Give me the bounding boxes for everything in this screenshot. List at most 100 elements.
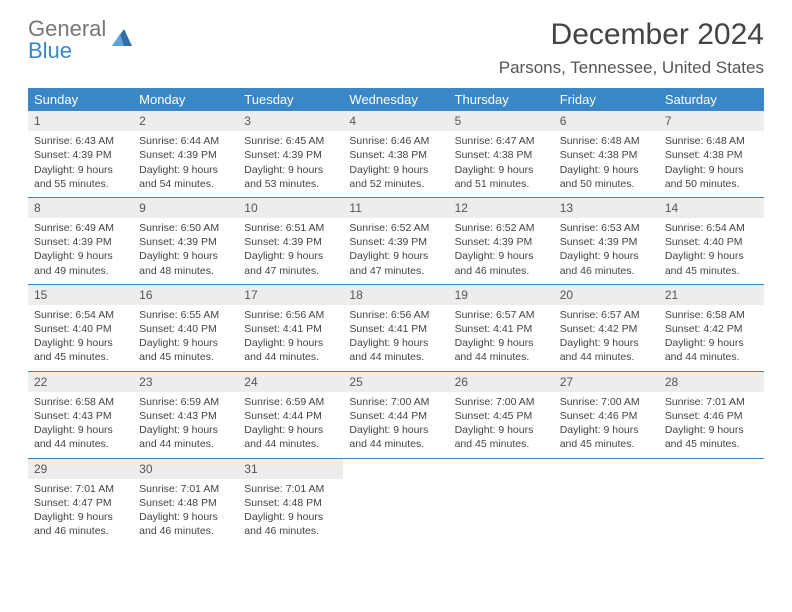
day-number: 5	[449, 111, 554, 131]
calendar-cell: 23Sunrise: 6:59 AMSunset: 4:43 PMDayligh…	[133, 372, 238, 458]
cell-body: Sunrise: 6:53 AMSunset: 4:39 PMDaylight:…	[554, 218, 659, 284]
logo-text-bottom: Blue	[28, 40, 106, 62]
calendar-cell	[343, 459, 448, 545]
day-number: 15	[28, 285, 133, 305]
calendar-cell: 26Sunrise: 7:00 AMSunset: 4:45 PMDayligh…	[449, 372, 554, 458]
cell-body: Sunrise: 6:57 AMSunset: 4:41 PMDaylight:…	[449, 305, 554, 371]
calendar-cell: 12Sunrise: 6:52 AMSunset: 4:39 PMDayligh…	[449, 198, 554, 284]
daylight-text: Daylight: 9 hours and 44 minutes.	[560, 336, 653, 364]
daylight-text: Daylight: 9 hours and 51 minutes.	[455, 163, 548, 191]
day-headers-row: SundayMondayTuesdayWednesdayThursdayFrid…	[28, 88, 764, 111]
day-number: 9	[133, 198, 238, 218]
day-number: 12	[449, 198, 554, 218]
daylight-text: Daylight: 9 hours and 53 minutes.	[244, 163, 337, 191]
daylight-text: Daylight: 9 hours and 54 minutes.	[139, 163, 232, 191]
sunset-text: Sunset: 4:39 PM	[34, 148, 127, 162]
location-text: Parsons, Tennessee, United States	[499, 58, 764, 78]
weeks-container: 1Sunrise: 6:43 AMSunset: 4:39 PMDaylight…	[28, 111, 764, 544]
sunset-text: Sunset: 4:39 PM	[349, 235, 442, 249]
sunset-text: Sunset: 4:39 PM	[139, 235, 232, 249]
sunrise-text: Sunrise: 6:54 AM	[665, 221, 758, 235]
day-header: Tuesday	[238, 88, 343, 111]
day-number: 18	[343, 285, 448, 305]
daylight-text: Daylight: 9 hours and 46 minutes.	[455, 249, 548, 277]
daylight-text: Daylight: 9 hours and 44 minutes.	[349, 336, 442, 364]
sunset-text: Sunset: 4:39 PM	[244, 235, 337, 249]
sunset-text: Sunset: 4:46 PM	[665, 409, 758, 423]
calendar-cell: 14Sunrise: 6:54 AMSunset: 4:40 PMDayligh…	[659, 198, 764, 284]
logo-text-top: General	[28, 18, 106, 40]
daylight-text: Daylight: 9 hours and 47 minutes.	[349, 249, 442, 277]
daylight-text: Daylight: 9 hours and 46 minutes.	[34, 510, 127, 538]
sunrise-text: Sunrise: 6:56 AM	[349, 308, 442, 322]
sunrise-text: Sunrise: 6:58 AM	[665, 308, 758, 322]
cell-body: Sunrise: 6:52 AMSunset: 4:39 PMDaylight:…	[449, 218, 554, 284]
sunrise-text: Sunrise: 6:59 AM	[139, 395, 232, 409]
sunset-text: Sunset: 4:39 PM	[560, 235, 653, 249]
day-header: Thursday	[449, 88, 554, 111]
sunset-text: Sunset: 4:44 PM	[244, 409, 337, 423]
sunrise-text: Sunrise: 7:01 AM	[34, 482, 127, 496]
sunrise-text: Sunrise: 6:58 AM	[34, 395, 127, 409]
calendar: SundayMondayTuesdayWednesdayThursdayFrid…	[28, 88, 764, 544]
day-number: 6	[554, 111, 659, 131]
cell-body: Sunrise: 6:56 AMSunset: 4:41 PMDaylight:…	[343, 305, 448, 371]
day-number: 23	[133, 372, 238, 392]
sunrise-text: Sunrise: 6:55 AM	[139, 308, 232, 322]
sunset-text: Sunset: 4:38 PM	[455, 148, 548, 162]
sunrise-text: Sunrise: 7:01 AM	[139, 482, 232, 496]
daylight-text: Daylight: 9 hours and 45 minutes.	[665, 249, 758, 277]
daylight-text: Daylight: 9 hours and 48 minutes.	[139, 249, 232, 277]
cell-body: Sunrise: 6:58 AMSunset: 4:43 PMDaylight:…	[28, 392, 133, 458]
daylight-text: Daylight: 9 hours and 44 minutes.	[244, 423, 337, 451]
calendar-cell: 8Sunrise: 6:49 AMSunset: 4:39 PMDaylight…	[28, 198, 133, 284]
sunset-text: Sunset: 4:38 PM	[560, 148, 653, 162]
calendar-cell: 27Sunrise: 7:00 AMSunset: 4:46 PMDayligh…	[554, 372, 659, 458]
cell-body: Sunrise: 7:01 AMSunset: 4:48 PMDaylight:…	[133, 479, 238, 545]
sunrise-text: Sunrise: 6:49 AM	[34, 221, 127, 235]
sunrise-text: Sunrise: 7:00 AM	[349, 395, 442, 409]
cell-body: Sunrise: 7:01 AMSunset: 4:47 PMDaylight:…	[28, 479, 133, 545]
sunset-text: Sunset: 4:41 PM	[349, 322, 442, 336]
sunset-text: Sunset: 4:48 PM	[244, 496, 337, 510]
sunset-text: Sunset: 4:41 PM	[244, 322, 337, 336]
daylight-text: Daylight: 9 hours and 46 minutes.	[244, 510, 337, 538]
day-number: 28	[659, 372, 764, 392]
day-number: 25	[343, 372, 448, 392]
sunset-text: Sunset: 4:39 PM	[455, 235, 548, 249]
day-number: 7	[659, 111, 764, 131]
sunset-text: Sunset: 4:40 PM	[34, 322, 127, 336]
calendar-cell: 11Sunrise: 6:52 AMSunset: 4:39 PMDayligh…	[343, 198, 448, 284]
daylight-text: Daylight: 9 hours and 55 minutes.	[34, 163, 127, 191]
day-number: 11	[343, 198, 448, 218]
cell-body: Sunrise: 6:58 AMSunset: 4:42 PMDaylight:…	[659, 305, 764, 371]
sunset-text: Sunset: 4:41 PM	[455, 322, 548, 336]
cell-body: Sunrise: 6:54 AMSunset: 4:40 PMDaylight:…	[659, 218, 764, 284]
sunrise-text: Sunrise: 6:52 AM	[455, 221, 548, 235]
calendar-cell: 10Sunrise: 6:51 AMSunset: 4:39 PMDayligh…	[238, 198, 343, 284]
calendar-cell: 5Sunrise: 6:47 AMSunset: 4:38 PMDaylight…	[449, 111, 554, 197]
calendar-cell: 2Sunrise: 6:44 AMSunset: 4:39 PMDaylight…	[133, 111, 238, 197]
day-number: 29	[28, 459, 133, 479]
calendar-cell: 19Sunrise: 6:57 AMSunset: 4:41 PMDayligh…	[449, 285, 554, 371]
sunset-text: Sunset: 4:39 PM	[139, 148, 232, 162]
daylight-text: Daylight: 9 hours and 50 minutes.	[665, 163, 758, 191]
day-number: 20	[554, 285, 659, 305]
sunrise-text: Sunrise: 6:57 AM	[560, 308, 653, 322]
cell-body: Sunrise: 6:56 AMSunset: 4:41 PMDaylight:…	[238, 305, 343, 371]
calendar-cell: 16Sunrise: 6:55 AMSunset: 4:40 PMDayligh…	[133, 285, 238, 371]
calendar-cell: 29Sunrise: 7:01 AMSunset: 4:47 PMDayligh…	[28, 459, 133, 545]
sunrise-text: Sunrise: 7:00 AM	[455, 395, 548, 409]
day-number: 1	[28, 111, 133, 131]
cell-body: Sunrise: 6:59 AMSunset: 4:43 PMDaylight:…	[133, 392, 238, 458]
calendar-cell: 20Sunrise: 6:57 AMSunset: 4:42 PMDayligh…	[554, 285, 659, 371]
calendar-cell: 15Sunrise: 6:54 AMSunset: 4:40 PMDayligh…	[28, 285, 133, 371]
daylight-text: Daylight: 9 hours and 44 minutes.	[665, 336, 758, 364]
daylight-text: Daylight: 9 hours and 45 minutes.	[455, 423, 548, 451]
daylight-text: Daylight: 9 hours and 45 minutes.	[34, 336, 127, 364]
cell-body: Sunrise: 6:52 AMSunset: 4:39 PMDaylight:…	[343, 218, 448, 284]
day-header: Wednesday	[343, 88, 448, 111]
cell-body: Sunrise: 7:00 AMSunset: 4:46 PMDaylight:…	[554, 392, 659, 458]
cell-body: Sunrise: 6:44 AMSunset: 4:39 PMDaylight:…	[133, 131, 238, 197]
calendar-cell: 13Sunrise: 6:53 AMSunset: 4:39 PMDayligh…	[554, 198, 659, 284]
